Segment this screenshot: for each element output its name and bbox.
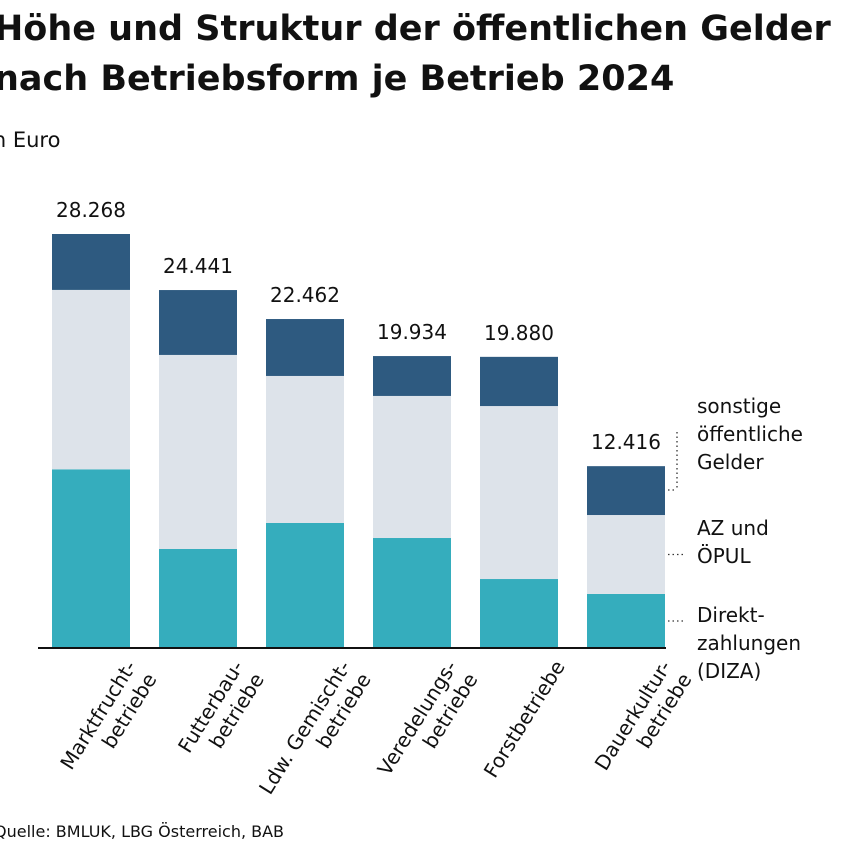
- total-label: 22.462: [270, 283, 340, 308]
- subtitle: in Euro: [0, 128, 61, 152]
- bar-segment: [266, 375, 344, 524]
- total-label: 28.268: [56, 198, 126, 222]
- chart-title: Höhe und Struktur der öffentlichen Gelde…: [0, 9, 831, 99]
- bar-segment: [266, 319, 344, 376]
- bar-segment: [52, 234, 130, 290]
- bar-segment: [373, 538, 451, 648]
- bar-segment: [159, 354, 237, 549]
- bar-segment: [159, 548, 237, 648]
- legend-label: sonstige öffentliche Gelder: [697, 394, 803, 474]
- bar-segment: [587, 515, 665, 594]
- bar-segment: [480, 356, 558, 407]
- bar-segment: [52, 469, 130, 648]
- source: Quelle: BMLUK, LBG Österreich, BAB: [0, 822, 285, 841]
- bar-segment: [373, 356, 451, 396]
- bar-segment: [587, 466, 665, 516]
- bar-segment: [52, 289, 130, 470]
- bar-segment: [587, 593, 665, 648]
- bar-segment: [373, 395, 451, 539]
- bar-segment: [480, 579, 558, 648]
- bar-segment: [159, 290, 237, 355]
- legend-label: Direkt- zahlungen (DIZA): [697, 603, 802, 683]
- total-label: 19.880: [484, 320, 554, 345]
- bar-segment: [480, 406, 558, 580]
- bar-segment: [266, 523, 344, 648]
- total-label: 19.934: [377, 320, 447, 345]
- total-label: 24.441: [163, 254, 233, 279]
- legend-label: AZ und ÖPUL: [697, 516, 769, 568]
- total-label: 12.416: [591, 430, 661, 455]
